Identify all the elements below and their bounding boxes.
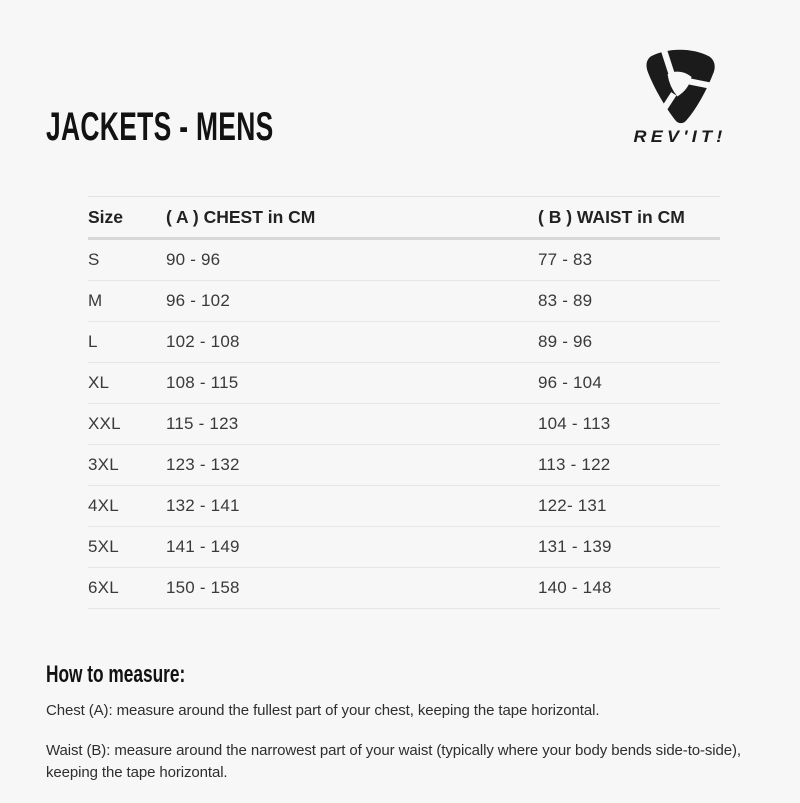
- chest-cell: 115 - 123: [166, 403, 538, 445]
- column-header-waist: ( B ) WAIST in CM: [538, 196, 720, 240]
- revit-emblem-icon: [646, 44, 721, 124]
- size-cell: S: [88, 238, 166, 281]
- chest-cell: 141 - 149: [166, 526, 538, 568]
- table-row: L 102 - 108 89 - 96: [88, 321, 720, 363]
- chest-cell: 123 - 132: [166, 444, 538, 486]
- table-row: XL 108 - 115 96 - 104: [88, 362, 720, 404]
- size-cell: XXL: [88, 403, 166, 445]
- waist-cell: 122- 131: [538, 485, 720, 527]
- how-to-measure-section: How to measure: Chest (A): measure aroun…: [46, 663, 762, 803]
- waist-cell: 140 - 148: [538, 567, 720, 609]
- waist-cell: 131 - 139: [538, 526, 720, 568]
- size-cell: 5XL: [88, 526, 166, 568]
- chest-cell: 102 - 108: [166, 321, 538, 363]
- size-cell: 6XL: [88, 567, 166, 609]
- table-row: XXL 115 - 123 104 - 113: [88, 403, 720, 445]
- table-row: S 90 - 96 77 - 83: [88, 238, 720, 281]
- size-cell: M: [88, 280, 166, 322]
- waist-cell: 83 - 89: [538, 280, 720, 322]
- table-row: 5XL 141 - 149 131 - 139: [88, 526, 720, 568]
- table-header-row: Size ( A ) CHEST in CM ( B ) WAIST in CM: [88, 196, 720, 240]
- chest-cell: 108 - 115: [166, 362, 538, 404]
- waist-cell: 96 - 104: [538, 362, 720, 404]
- waist-cell: 89 - 96: [538, 321, 720, 363]
- column-header-size: Size: [88, 196, 166, 240]
- waist-cell: 104 - 113: [538, 403, 720, 445]
- brand-name: REV'IT!: [633, 127, 727, 146]
- size-cell: XL: [88, 362, 166, 404]
- chest-cell: 90 - 96: [166, 238, 538, 281]
- size-cell: 3XL: [88, 444, 166, 486]
- column-header-chest: ( A ) CHEST in CM: [166, 196, 538, 240]
- table-row: M 96 - 102 83 - 89: [88, 280, 720, 322]
- table-row: 6XL 150 - 158 140 - 148: [88, 567, 720, 609]
- chest-measure-note: Chest (A): measure around the fullest pa…: [46, 702, 600, 719]
- chest-cell: 150 - 158: [166, 567, 538, 609]
- how-to-measure-heading: How to measure:: [46, 661, 186, 688]
- size-cell: 4XL: [88, 485, 166, 527]
- chest-cell: 96 - 102: [166, 280, 538, 322]
- waist-cell: 113 - 122: [538, 444, 720, 486]
- size-chart-table: Size ( A ) CHEST in CM ( B ) WAIST in CM…: [88, 196, 720, 609]
- table-row: 4XL 132 - 141 122- 131: [88, 485, 720, 527]
- size-cell: L: [88, 321, 166, 363]
- waist-cell: 77 - 83: [538, 238, 720, 281]
- waist-measure-note: Waist (B): measure around the narrowest …: [46, 742, 741, 782]
- page-title: JACKETS - MENS: [46, 105, 274, 149]
- chest-cell: 132 - 141: [166, 485, 538, 527]
- table-row: 3XL 123 - 132 113 - 122: [88, 444, 720, 486]
- brand-logo: REV'IT!: [612, 44, 748, 147]
